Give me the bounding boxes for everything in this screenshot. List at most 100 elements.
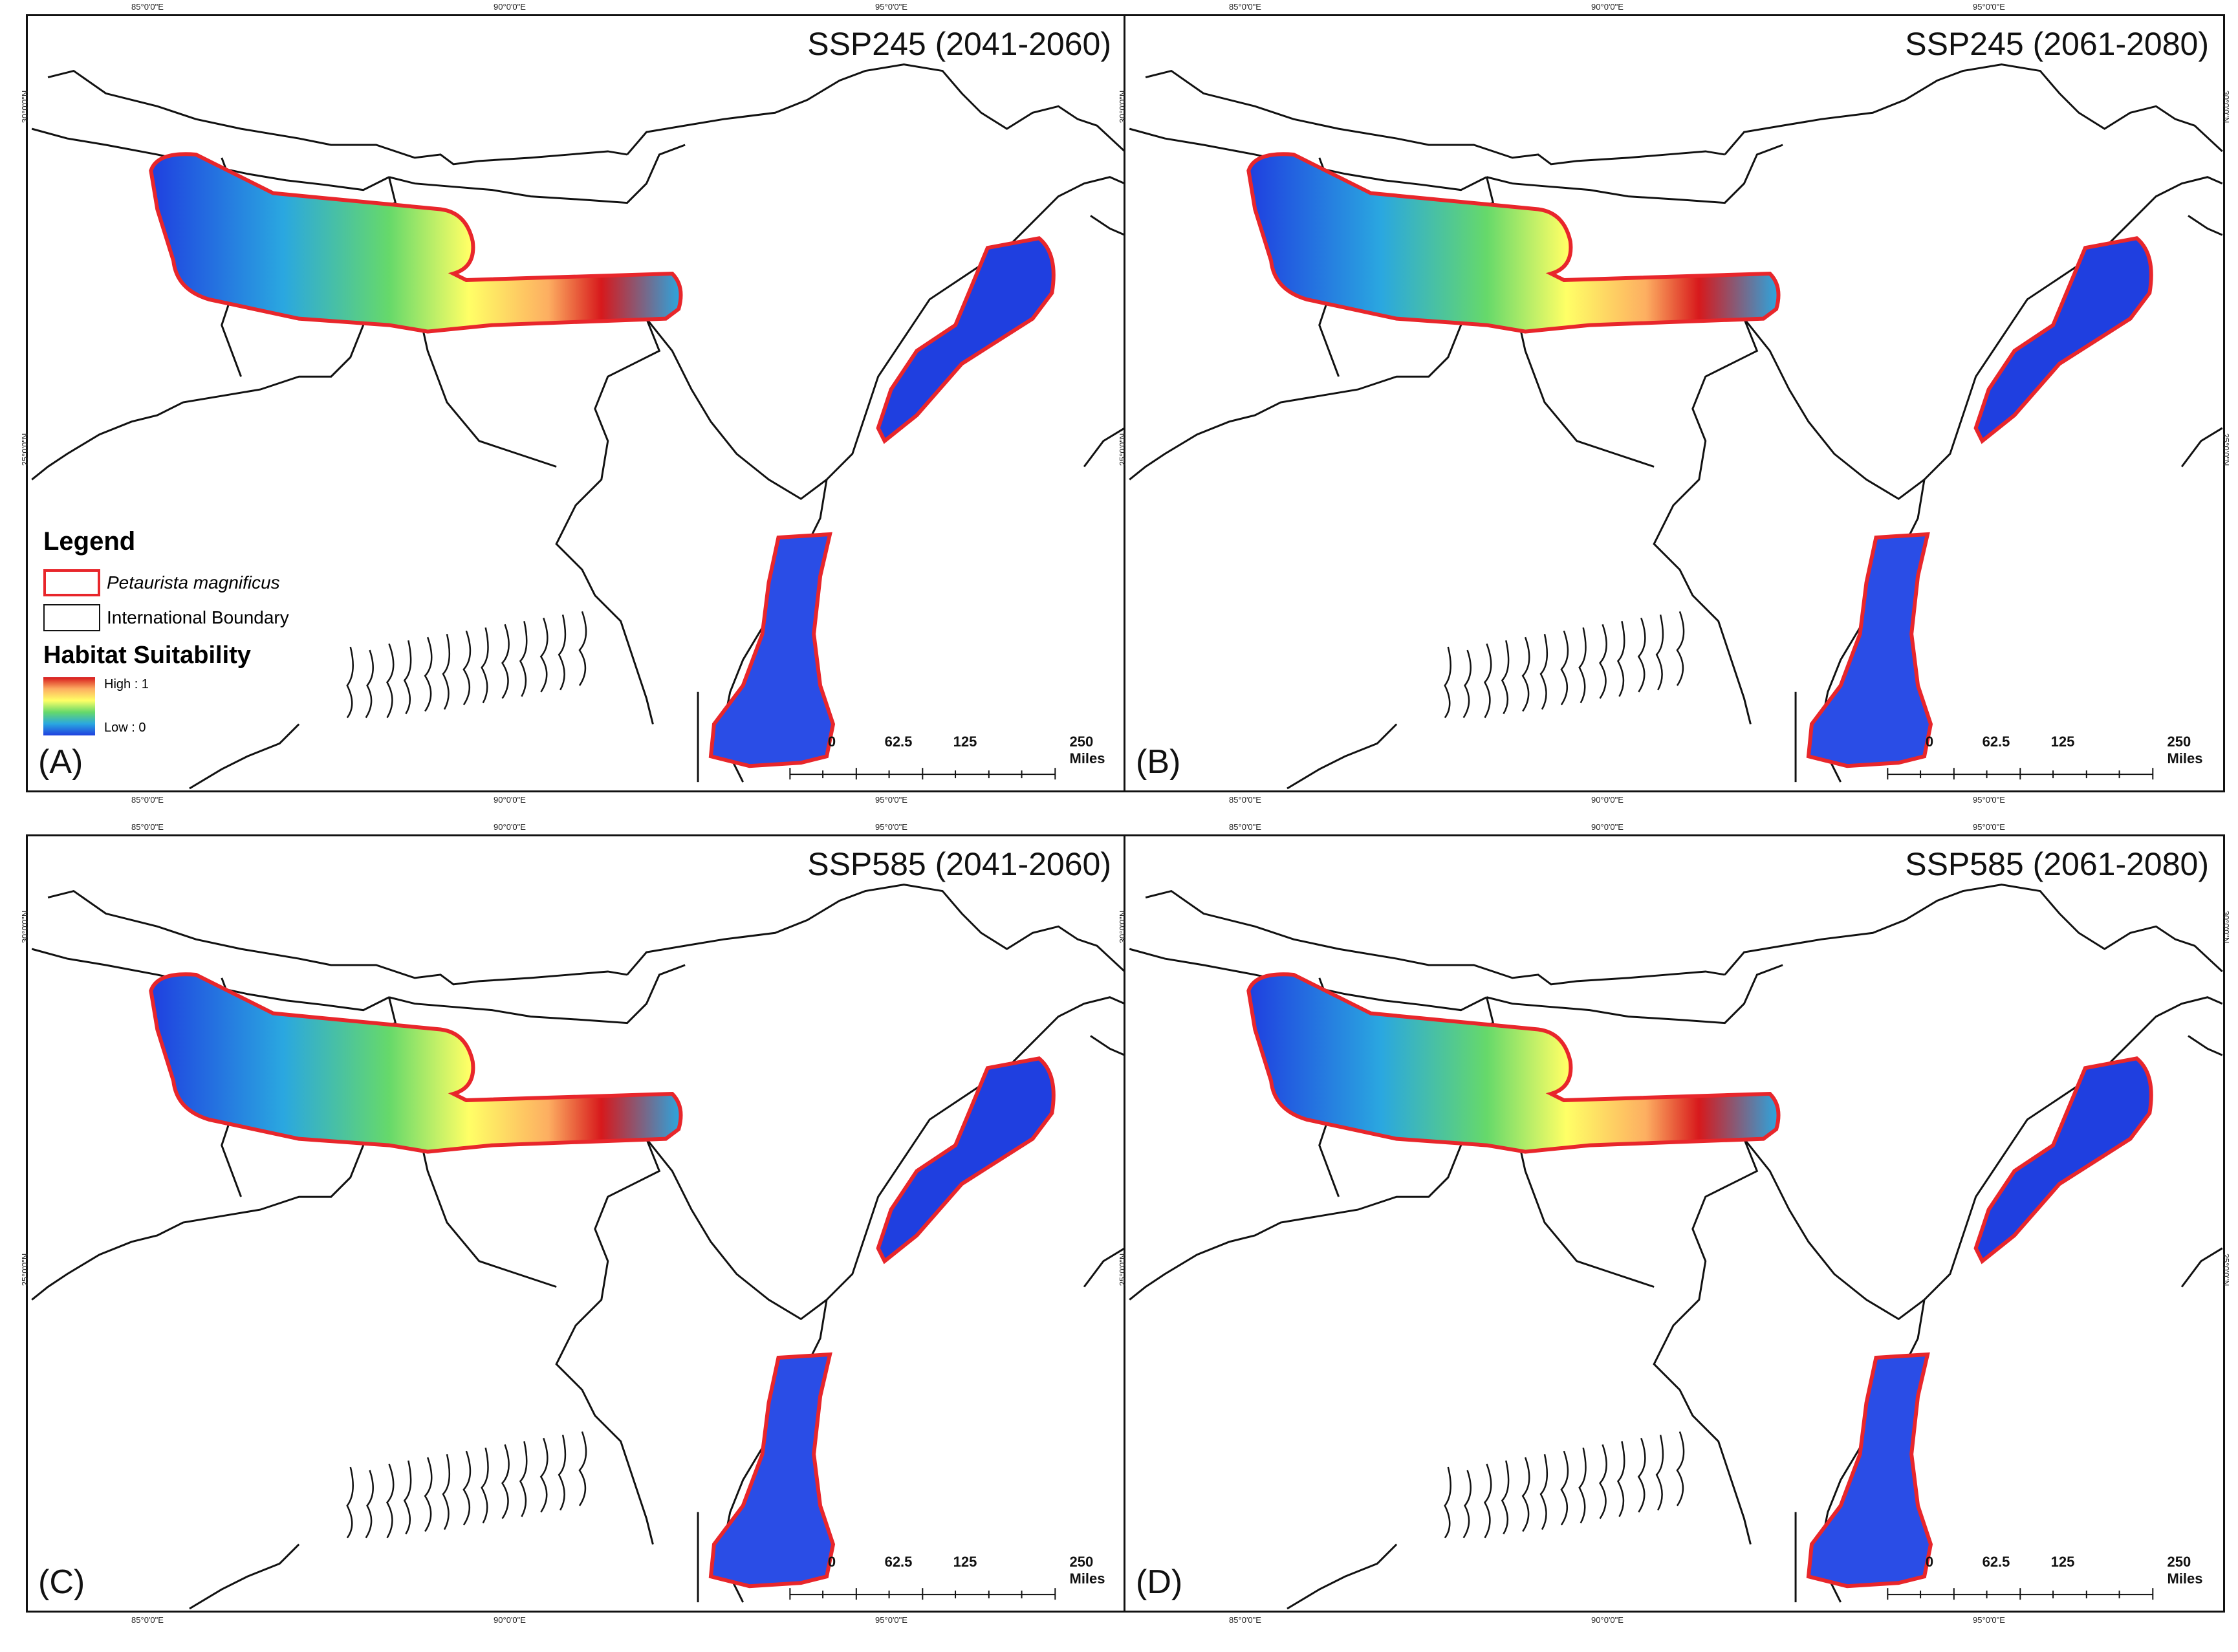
scalebar: 0 62.5 125 250 Miles — [1925, 1554, 2214, 1599]
scalebar: 0 62.5 125 250 Miles — [828, 734, 1116, 779]
lon-label-bottom: 90°0'0"E — [494, 1615, 526, 1625]
scalebar-label: 62.5 — [1982, 734, 2010, 750]
range-northeast — [876, 236, 1056, 444]
scalebar-label: 250 Miles — [1069, 1554, 1105, 1587]
scalebar-label: 0 — [827, 734, 836, 750]
lon-label-top: 95°0'0"E — [875, 2, 907, 12]
species-range — [1246, 972, 2153, 1589]
lon-label-top: 90°0'0"E — [494, 822, 526, 832]
legend-species-label: Petaurista magnificus — [107, 572, 280, 592]
scalebar-line — [789, 1588, 1056, 1600]
color-ramp — [43, 677, 95, 735]
map-canvas — [31, 884, 1125, 1610]
lon-label-top: 95°0'0"E — [1973, 822, 2005, 832]
international-boundaries — [1129, 63, 2223, 790]
panel-label: (A) — [38, 743, 83, 781]
range-northeast — [876, 1056, 1056, 1265]
lon-label-bottom: 90°0'0"E — [1591, 795, 1624, 805]
legend-row-boundary: International Boundary — [43, 600, 341, 635]
scalebar-label: 0 — [1925, 734, 1934, 750]
lat-label-left: 25°0'0"N — [1117, 1253, 1127, 1287]
lon-label-top: 85°0'0"E — [1229, 822, 1261, 832]
scalebar-label: 0 — [827, 1554, 836, 1570]
legend: Legend Petaurista magnificus Internation… — [43, 527, 341, 735]
scalebar-label: 62.5 — [884, 1554, 913, 1570]
lon-label-bottom: 90°0'0"E — [1591, 1615, 1624, 1625]
lat-label-left: 30°0'0"N — [1117, 910, 1127, 944]
lat-label-left: 30°0'0"N — [19, 90, 30, 124]
legend-suitability-title: Habitat Suitability — [43, 642, 251, 669]
scalebar-label: 125 — [953, 1554, 977, 1570]
lon-label-top: 90°0'0"E — [1591, 2, 1624, 12]
lat-label-right: 30°0'0"N — [2221, 910, 2232, 944]
lon-label-top: 95°0'0"E — [875, 822, 907, 832]
range-himalaya — [149, 152, 683, 334]
panel-label: (C) — [38, 1563, 85, 1601]
lat-label-left: 25°0'0"N — [19, 433, 30, 466]
ramp-low-label: Low : 0 — [104, 721, 146, 735]
lon-label-bottom: 85°0'0"E — [1229, 1615, 1261, 1625]
panel-label: (B) — [1136, 743, 1181, 781]
lat-label-left: 30°0'0"N — [1117, 90, 1127, 124]
scalebar-label: 250 Miles — [2167, 734, 2203, 766]
map-canvas — [31, 63, 1125, 790]
lon-label-top: 85°0'0"E — [131, 822, 164, 832]
map-panel-d: SSP585 (2061-2080) (D) 85°0'0"E 90°0'0"E… — [1118, 822, 2231, 1625]
lon-label-bottom: 95°0'0"E — [1973, 1615, 2005, 1625]
scalebar-label: 62.5 — [1982, 1554, 2010, 1570]
scalebar-label: 125 — [2050, 1554, 2075, 1570]
scalebar: 0 62.5 125 250 Miles — [828, 1554, 1116, 1599]
lon-label-bottom: 85°0'0"E — [1229, 795, 1261, 805]
lon-label-top: 90°0'0"E — [494, 2, 526, 12]
scalebar-label: 125 — [2050, 734, 2075, 750]
map-canvas — [1129, 63, 2223, 790]
scalebar-label: 62.5 — [884, 734, 913, 750]
panel-label: (D) — [1136, 1563, 1183, 1601]
lon-label-top: 90°0'0"E — [1591, 822, 1624, 832]
scalebar-label: 0 — [1925, 1554, 1934, 1570]
lon-label-bottom: 95°0'0"E — [1973, 795, 2005, 805]
lat-label-left: 25°0'0"N — [19, 1253, 30, 1287]
range-himalaya — [149, 972, 683, 1154]
species-range-swatch — [43, 569, 100, 596]
scalebar-label: 250 Miles — [1069, 734, 1105, 766]
scalebar-line — [789, 768, 1056, 780]
range-south — [708, 1352, 836, 1589]
legend-boundary-label: International Boundary — [107, 607, 289, 627]
species-range — [149, 152, 1056, 768]
lon-label-bottom: 90°0'0"E — [494, 795, 526, 805]
species-range — [149, 972, 1056, 1589]
legend-row-species: Petaurista magnificus — [43, 565, 341, 600]
scalebar-label: 250 Miles — [2167, 1554, 2203, 1587]
range-northeast — [1973, 236, 2153, 444]
suitability-ramp: High : 1 Low : 0 — [43, 677, 341, 735]
lat-label-right: 25°0'0"N — [2221, 1253, 2232, 1287]
lat-label-right: 30°0'0"N — [2221, 90, 2232, 124]
range-himalaya — [1246, 152, 1781, 334]
range-south — [1806, 532, 1933, 768]
lon-label-bottom: 95°0'0"E — [875, 1615, 907, 1625]
map-canvas — [1129, 884, 2223, 1610]
scalebar-line — [1887, 768, 2154, 780]
lon-label-bottom: 85°0'0"E — [131, 795, 164, 805]
lat-label-left: 25°0'0"N — [1117, 433, 1127, 466]
scalebar: 0 62.5 125 250 Miles — [1925, 734, 2214, 779]
scenario-title: SSP245 (2061-2080) — [1905, 26, 2209, 62]
scalebar-line — [1887, 1588, 2154, 1600]
map-panel-c: SSP585 (2041-2060) (C) 85°0'0"E 90°0'0"E… — [20, 822, 1133, 1625]
lon-label-top: 85°0'0"E — [1229, 2, 1261, 12]
map-panel-b: SSP245 (2061-2080) (B) 85°0'0"E 90°0'0"E… — [1118, 2, 2231, 805]
species-range — [1246, 152, 2153, 768]
coastline-delta — [346, 611, 587, 719]
lon-label-bottom: 85°0'0"E — [131, 1615, 164, 1625]
legend-title: Legend — [43, 527, 136, 556]
range-northeast — [1973, 1056, 2153, 1265]
range-himalaya — [1246, 972, 1781, 1154]
range-south — [1806, 1352, 1933, 1589]
scenario-title: SSP585 (2041-2060) — [807, 846, 1111, 882]
lon-label-bottom: 95°0'0"E — [875, 795, 907, 805]
scenario-title: SSP245 (2041-2060) — [807, 26, 1111, 62]
lat-label-left: 30°0'0"N — [19, 910, 30, 944]
scenario-title: SSP585 (2061-2080) — [1905, 846, 2209, 882]
range-south — [708, 532, 836, 768]
